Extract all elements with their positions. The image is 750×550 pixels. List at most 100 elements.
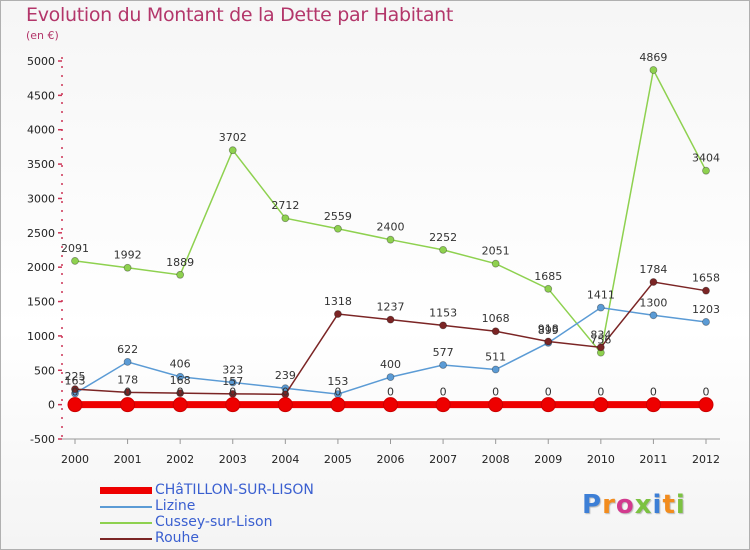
series-point-0: [488, 397, 504, 413]
logo-letter: i: [675, 490, 686, 520]
y-tick-label: 3000: [27, 192, 55, 205]
series-point-1: [649, 311, 658, 320]
y-tick-label: 4500: [27, 89, 55, 102]
y-tick-label: 5000: [27, 55, 55, 68]
y-tick-label: 1000: [27, 330, 55, 343]
logo-letter: P: [582, 490, 603, 520]
data-label-2: 3404: [692, 152, 720, 165]
y-tick-label: 3500: [27, 158, 55, 171]
data-label-3: 178: [117, 373, 138, 386]
x-tick-label: 2004: [271, 453, 299, 466]
data-label-2: 2051: [482, 245, 510, 258]
series-point-2: [386, 235, 395, 244]
data-label-3: 1237: [377, 301, 405, 314]
data-label-0: 0: [440, 386, 447, 399]
legend-swatch-cussey: [100, 522, 152, 524]
data-label-3: 1318: [324, 295, 352, 308]
legend-label-lizine: Lizine: [155, 498, 196, 514]
data-label-0: 0: [282, 386, 289, 399]
series-point-0: [435, 397, 451, 413]
series-point-1: [596, 303, 605, 312]
series-point-3: [491, 327, 500, 336]
series-point-0: [383, 397, 398, 413]
data-label-1: 239: [275, 369, 296, 382]
data-label-0: 0: [124, 386, 131, 399]
series-point-2: [439, 245, 447, 254]
series-point-0: [698, 397, 714, 413]
data-label-0: 0: [703, 386, 710, 399]
series-point-0: [120, 397, 136, 413]
data-label-2: 2559: [324, 210, 352, 223]
series-point-1: [491, 365, 500, 374]
series-point-0: [67, 397, 83, 413]
series-point-3: [176, 389, 185, 397]
series-point-3: [71, 385, 79, 394]
data-label-3: 157: [222, 375, 243, 388]
y-tick-label: 4000: [27, 124, 55, 137]
x-tick-label: 2002: [166, 453, 194, 466]
series-point-3: [386, 315, 395, 324]
data-label-0: 0: [72, 386, 79, 399]
data-label-0: 0: [597, 386, 604, 399]
y-tick-label: 2500: [27, 227, 55, 240]
series-point-3: [596, 343, 605, 352]
proxiti-logo: Proxiti: [582, 490, 686, 520]
x-tick-label: 2001: [114, 453, 142, 466]
logo-letter: i: [652, 490, 663, 520]
series-point-1: [386, 373, 395, 382]
legend-swatch-lizine: [100, 506, 152, 508]
series-point-0: [540, 397, 556, 413]
data-label-1: 577: [433, 346, 454, 359]
data-label-1: 622: [117, 343, 138, 356]
series-point-3: [439, 321, 447, 330]
y-tick-label: -500: [30, 433, 55, 446]
series-point-2: [71, 257, 79, 265]
series-point-0: [277, 397, 293, 413]
data-label-0: 0: [177, 386, 184, 399]
data-label-1: 163: [65, 374, 86, 387]
y-tick-label: 1500: [27, 296, 55, 309]
logo-letter: t: [662, 490, 676, 520]
chart-subtitle: (en €): [26, 29, 59, 42]
series-point-1: [123, 357, 132, 366]
data-label-2: 2091: [61, 242, 89, 255]
series-point-3: [702, 286, 710, 295]
data-label-0: 0: [334, 386, 341, 399]
x-tick-label: 2000: [61, 453, 89, 466]
series-point-0: [225, 397, 241, 413]
data-label-0: 0: [229, 386, 236, 399]
x-tick-label: 2011: [639, 453, 667, 466]
series-point-3: [334, 310, 342, 318]
data-label-3: 1153: [429, 306, 457, 319]
series-point-0: [593, 397, 609, 413]
series-point-1: [176, 372, 185, 381]
data-label-2: 2400: [377, 221, 405, 234]
series-point-2: [649, 66, 658, 74]
series-point-1: [439, 361, 447, 369]
data-label-2: 4869: [639, 51, 667, 64]
x-tick-label: 2003: [219, 453, 247, 466]
data-label-2: 3702: [219, 131, 247, 144]
series-point-1: [702, 318, 710, 326]
chart-title: Evolution du Montant de la Dette par Hab…: [26, 4, 454, 26]
series-point-2: [176, 270, 185, 279]
data-label-1: 1300: [639, 296, 667, 309]
data-label-3: 1784: [639, 263, 667, 276]
logo-letter: o: [615, 490, 635, 520]
series-point-1: [228, 378, 237, 387]
y-tick-label: 500: [34, 364, 55, 377]
data-label-1: 1411: [587, 289, 615, 302]
series-point-3: [544, 337, 553, 346]
legend-label-chatillon: CHâTILLON-SUR-LISON: [155, 482, 314, 498]
legend-swatch-rouhe: [100, 538, 152, 540]
x-tick-label: 2012: [692, 453, 720, 466]
data-label-3: 1658: [692, 272, 720, 285]
data-label-2: 756: [590, 334, 611, 347]
series-point-2: [491, 259, 500, 268]
data-label-1: 511: [485, 351, 506, 364]
data-label-2: 2252: [429, 231, 457, 244]
y-tick-label: 2000: [27, 261, 55, 274]
data-label-1: 899: [538, 324, 559, 337]
series-point-2: [123, 263, 132, 272]
data-label-1: 406: [170, 358, 191, 371]
